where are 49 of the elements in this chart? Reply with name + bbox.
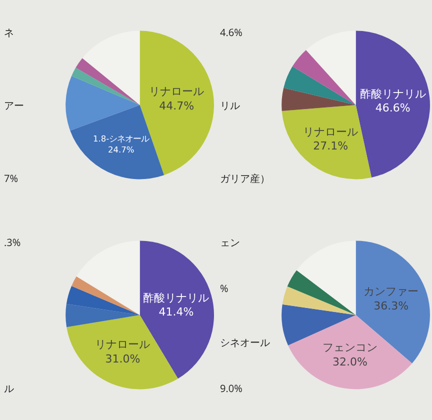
- pie-slice: [282, 304, 356, 346]
- pie-slice: [287, 270, 356, 315]
- data-label: 24.7%: [108, 144, 134, 154]
- text: 7%: [4, 171, 18, 185]
- pie-slice: [66, 304, 140, 328]
- pie-slice: [284, 66, 356, 105]
- pie-slice: [72, 68, 140, 105]
- pie-slice: [76, 240, 140, 315]
- text: ル: [4, 381, 14, 395]
- pie-slice: [140, 240, 214, 379]
- text: シネオール: [220, 335, 270, 349]
- pie-slice: [292, 50, 356, 105]
- pie-slice: [140, 30, 214, 176]
- data-label: 32.0%: [332, 355, 368, 368]
- slice-label: リナロール: [303, 125, 358, 138]
- data-label: 44.7%: [159, 99, 194, 112]
- pie-slice: [82, 30, 140, 105]
- pie-slice: [282, 105, 372, 180]
- slice-label: カンファー: [364, 285, 419, 298]
- pie-slice: [282, 286, 356, 315]
- pie-slice: [66, 76, 140, 131]
- pie-slice: [306, 30, 356, 105]
- slice-label: 酢酸リナリル: [360, 87, 426, 100]
- text: %: [220, 281, 228, 295]
- pie-slice: [72, 276, 140, 315]
- slice-label: リナロール: [95, 338, 150, 352]
- pie-slice: [66, 286, 140, 315]
- slice-label: 1.8-シネオール: [93, 134, 150, 144]
- text: アー: [4, 98, 24, 112]
- text: 9.0%: [220, 381, 242, 395]
- text: 4.6%: [220, 25, 242, 39]
- pie-slice: [282, 88, 356, 112]
- slice-label: リナロール: [149, 85, 204, 98]
- data-label: 46.6%: [375, 102, 410, 115]
- text: リル: [220, 98, 240, 112]
- text: ネ: [4, 25, 14, 39]
- slice-label: 酢酸リナリル: [143, 291, 210, 304]
- pie-slice: [296, 240, 356, 315]
- text: ガリア産）: [220, 171, 270, 185]
- pie-slice: [76, 58, 140, 105]
- pie-slice: [66, 315, 178, 390]
- data-label: 36.3%: [374, 299, 409, 312]
- data-label: 27.1%: [313, 140, 348, 153]
- slice-label: フェンコン: [322, 341, 378, 354]
- pie-slice: [288, 315, 412, 390]
- text: ェン: [220, 235, 240, 249]
- data-label: 31.0%: [105, 352, 140, 366]
- data-label: 41.4%: [158, 306, 194, 319]
- text: .3%: [4, 235, 21, 249]
